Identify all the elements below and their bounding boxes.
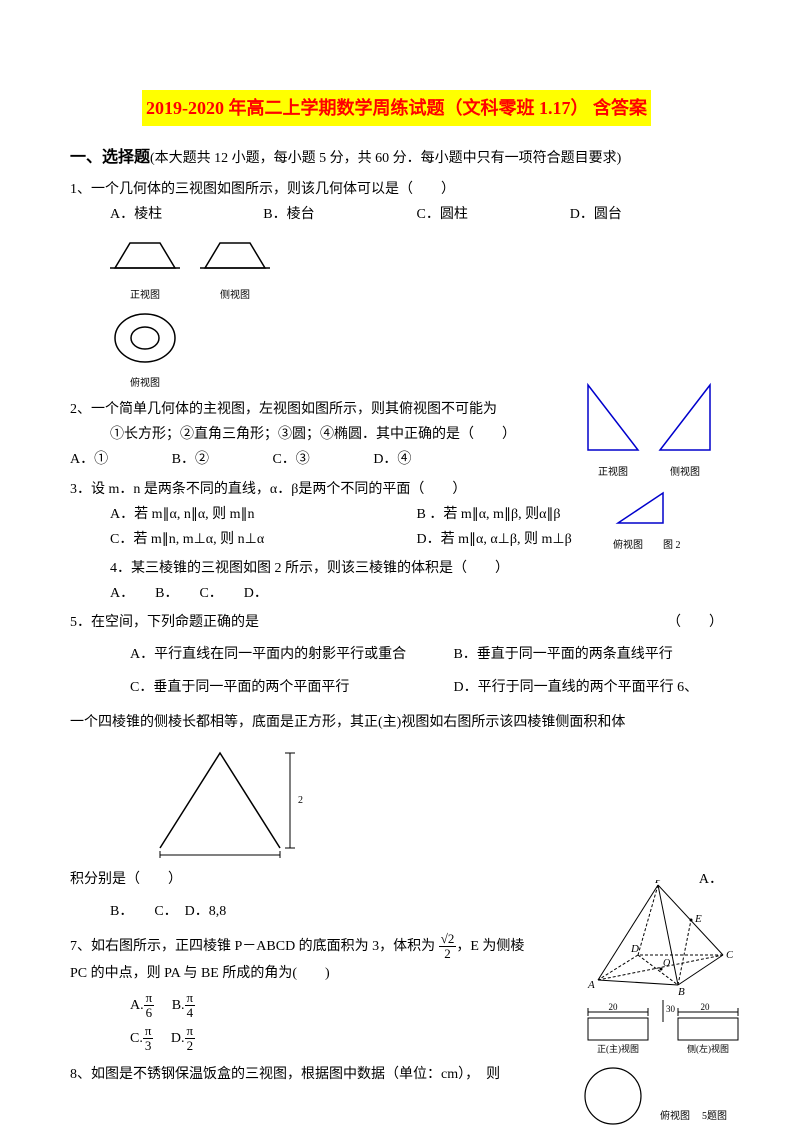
svg-text:20: 20 <box>701 1002 711 1012</box>
q7-opt-b-label: B. <box>172 998 185 1013</box>
q7-a-den: 6 <box>144 1006 155 1020</box>
q2-fig-side: 侧视图 <box>655 380 715 482</box>
q2-opt-a: A．① <box>70 452 108 467</box>
q1-figures: 正视图 侧视图 <box>110 238 723 305</box>
right-triangle-icon <box>655 380 715 455</box>
q5-opt-b: B．垂直于同一平面的两条直线平行 <box>453 642 723 667</box>
svg-text:P: P <box>654 880 662 886</box>
q7-text-a: 7、如右图所示，正四棱锥 P－ABCD 的底面积为 3，体积为 <box>70 939 439 954</box>
section-heading: 一、选择题 <box>70 149 150 166</box>
circle-top-view-icon <box>578 1066 648 1126</box>
q1-opt-d: D．圆台 <box>570 202 723 227</box>
q7-opt-d-label: D. <box>171 1031 185 1046</box>
page-title: 2019-2020 年高二上学期数学周练试题（文科零班 1.17） 含答案 <box>142 90 651 126</box>
q1-fig-front: 正视图 <box>110 238 180 305</box>
svg-text:20: 20 <box>609 1002 619 1012</box>
q4-text: 4．某三棱锥的三视图如图 2 所示，则该三棱锥的体积是（ ） <box>110 556 723 581</box>
q8-views-icon: 20 20 30 正(主)视图 侧(左)视图 <box>578 1000 748 1055</box>
svg-text:2: 2 <box>298 795 303 806</box>
q2-figures: 正视图 侧视图 俯视图 图 2 <box>583 380 753 555</box>
q6-leadin: 6、 <box>677 680 698 695</box>
q2-top-label: 俯视图 <box>613 537 643 555</box>
q7-a-num: π <box>144 991 155 1006</box>
q7-b-num: π <box>185 991 196 1006</box>
q7-b-den: 4 <box>185 1006 196 1020</box>
q2-opt-b: B．② <box>172 452 209 467</box>
q7-figure: P E C D A B O <box>583 880 753 1004</box>
svg-text:O: O <box>663 958 670 969</box>
q5-opt-a: A．平行直线在同一平面内的射影平行或重合 <box>130 642 453 667</box>
q1-front-label: 正视图 <box>110 287 180 305</box>
q1-side-label: 侧视图 <box>200 287 270 305</box>
trapezoid-icon <box>200 238 270 278</box>
svg-text:C: C <box>726 949 733 961</box>
q5-blank: （ ） <box>667 610 723 635</box>
svg-text:D: D <box>630 943 639 955</box>
q1-opt-c: C．圆柱 <box>417 202 570 227</box>
svg-text:B: B <box>678 986 685 995</box>
q5-opt-c: C．垂直于同一平面的两个平面平行 <box>130 675 453 700</box>
q2-opt-c: C．③ <box>272 452 309 467</box>
trapezoid-icon <box>110 238 180 278</box>
q1-opt-a: A．棱柱 <box>110 202 263 227</box>
q7-c-num: π <box>143 1024 154 1039</box>
concentric-circles-icon <box>110 311 180 366</box>
q2-opt-d: D．④ <box>373 452 411 467</box>
svg-text:30: 30 <box>666 1004 676 1014</box>
q7-frac-num: √2 <box>439 932 457 947</box>
q6-figure: 2 4 <box>150 743 723 867</box>
q1-top-label: 俯视图 <box>110 375 180 393</box>
q7-line1: 7、如右图所示，正四棱锥 P－ABCD 的底面积为 3，体积为 √22，E 为侧… <box>70 932 553 962</box>
question-4: 4．某三棱锥的三视图如图 2 所示，则该三棱锥的体积是（ ） A． B． C． … <box>70 556 723 606</box>
q2-fig-top: 俯视图 图 2 <box>613 488 753 555</box>
q7-frac: √22 <box>439 932 457 962</box>
q5-opt-d: D．平行于同一直线的两个平面平行 <box>453 680 673 695</box>
q8-caption: 5题图 <box>702 1108 727 1126</box>
q7-d-num: π <box>185 1024 196 1039</box>
q2-fig-front: 正视图 <box>583 380 643 482</box>
svg-text:正(主)视图: 正(主)视图 <box>597 1043 639 1054</box>
q8-text: 8、如图是不锈钢保温饭盒的三视图，根据图中数据（单位：cm）， 则 <box>70 1062 543 1087</box>
q6-text: 一个四棱锥的侧棱长都相等，底面是正方形，其正(主)视图如右图所示该四棱锥侧面积和… <box>70 710 723 735</box>
q7-opt-c-label: C. <box>130 1031 143 1046</box>
svg-text:侧(左)视图: 侧(左)视图 <box>687 1043 729 1054</box>
section-instructions: (本大题共 12 小题，每小题 5 分，共 60 分．每小题中只有一项符合题目要… <box>150 151 621 166</box>
q7-d-den: 2 <box>185 1039 196 1053</box>
q3-opt-a: A．若 m∥α, n∥α, 则 m∥n <box>110 502 417 527</box>
small-right-triangle-icon <box>613 488 668 528</box>
q2-front-label: 正视图 <box>583 464 643 482</box>
svg-text:E: E <box>694 913 702 925</box>
q8-figure: 20 20 30 正(主)视图 侧(左)视图 俯视图 5题图 <box>578 1000 753 1126</box>
q5-text: 5．在空间，下列命题正确的是 <box>70 610 259 635</box>
right-triangle-icon <box>583 380 643 455</box>
square-pyramid-icon: P E C D A B O <box>583 880 733 995</box>
svg-text:A: A <box>587 979 595 991</box>
svg-text:4: 4 <box>218 857 223 858</box>
q2-side-label: 侧视图 <box>655 464 715 482</box>
q1-text: 1、一个几何体的三视图如图所示，则该几何体可以是（ ） <box>70 177 723 202</box>
q4-options: A． B． C． D． <box>110 581 723 606</box>
q1-options: A．棱柱 B．棱台 C．圆柱 D．圆台 <box>70 202 723 227</box>
q7-opt-a-label: A. <box>130 998 144 1013</box>
question-1: 1、一个几何体的三视图如图所示，则该几何体可以是（ ） A．棱柱 B．棱台 C．… <box>70 177 723 393</box>
title-wrap: 2019-2020 年高二上学期数学周练试题（文科零班 1.17） 含答案 <box>70 90 723 144</box>
q8-top-label: 俯视图 <box>660 1108 690 1126</box>
q1-fig-side: 侧视图 <box>200 238 270 305</box>
q7-text-b: ，E 为侧棱 <box>456 939 524 954</box>
q7-opts-ab: A.π6 B.π4 <box>70 991 553 1021</box>
q1-opt-b: B．棱台 <box>263 202 416 227</box>
q7-frac-den: 2 <box>439 947 457 961</box>
section-1: 一、选择题(本大题共 12 小题，每小题 5 分，共 60 分．每小题中只有一项… <box>70 144 723 173</box>
q6-text2: 积分别是（ ） <box>70 867 182 892</box>
q7-opts-cd: C.π3 D.π2 <box>70 1024 553 1054</box>
q7-c-den: 3 <box>143 1039 154 1053</box>
q3-opt-c: C．若 m∥n, m⊥α, 则 n⊥α <box>110 527 417 552</box>
q2-caption: 图 2 <box>663 537 681 555</box>
question-5: 5．在空间，下列命题正确的是 （ ） A．平行直线在同一平面内的射影平行或重合 … <box>70 610 723 700</box>
triangle-front-view-icon: 2 4 <box>150 743 320 858</box>
q7-line2: PC 的中点，则 PA 与 BE 所成的角为( ) <box>70 961 553 986</box>
